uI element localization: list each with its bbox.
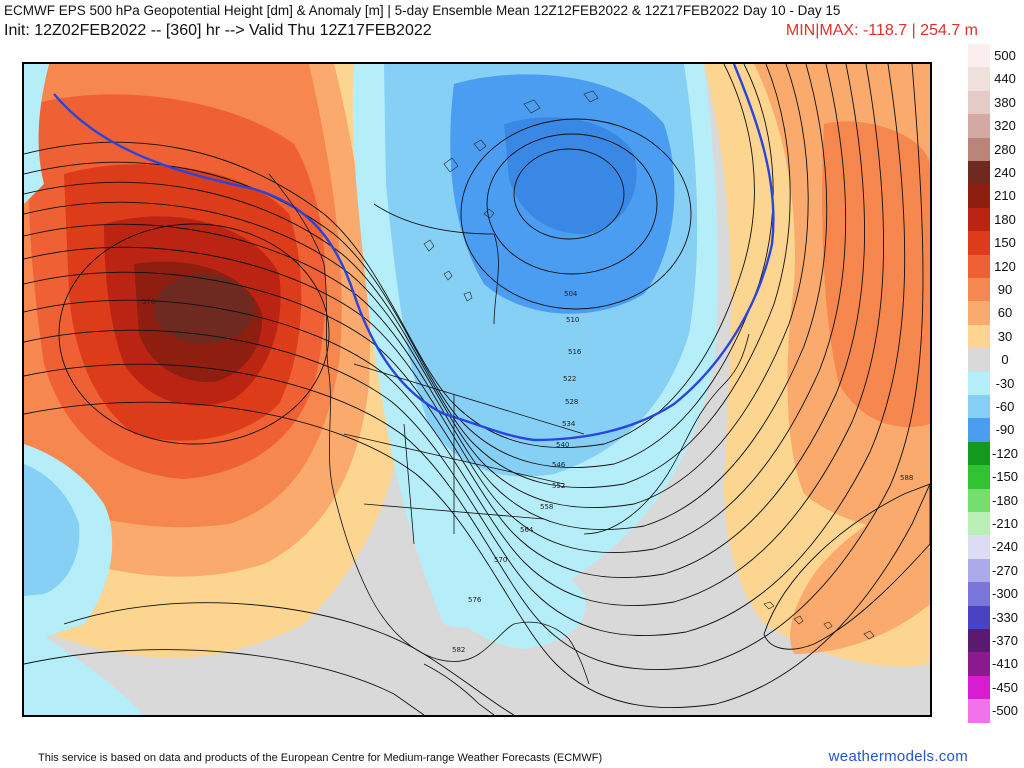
coast-detail	[423, 90, 875, 640]
height-contours	[24, 64, 930, 715]
contour-label: 552	[552, 482, 565, 490]
legend-swatch	[968, 324, 990, 349]
map-panel: 576 504 510 516 522 528 534 540 546 552 …	[22, 62, 932, 717]
legend-label: -370	[991, 633, 1019, 648]
legend-label: -410	[991, 656, 1019, 672]
legend-swatch	[968, 418, 990, 443]
legend-swatch	[968, 512, 990, 536]
legend-label: 90	[997, 282, 1013, 297]
ecmwf-attribution: This service is based on data and produc…	[38, 752, 603, 764]
legend-label: -90	[995, 422, 1015, 438]
contour-labels: 576 504 510 516 522 528 534 540 546 552 …	[142, 290, 913, 654]
legend-swatch	[968, 44, 990, 68]
contour-label: 570	[494, 556, 507, 564]
contour-label: 564	[520, 526, 534, 534]
legend-swatch	[968, 348, 990, 373]
legend-swatch	[968, 137, 990, 162]
legend-swatch	[968, 699, 990, 724]
legend-swatch	[968, 207, 990, 232]
contour-label: 558	[540, 503, 553, 511]
legend-label: -240	[991, 539, 1019, 555]
legend-swatch	[968, 254, 990, 279]
legend-label: 30	[997, 328, 1013, 344]
legend-swatch	[968, 371, 990, 396]
trough-anomaly	[352, 64, 719, 649]
legend-label: -500	[991, 703, 1019, 719]
anomaly-map: 576 504 510 516 522 528 534 540 546 552 …	[24, 64, 930, 715]
legend-swatch	[968, 67, 990, 92]
legend-swatch	[968, 675, 990, 700]
contour-label: 588	[900, 474, 913, 482]
legend-label: -450	[991, 679, 1019, 695]
contour-label: 516	[568, 348, 582, 356]
legend-label: -60	[995, 399, 1015, 414]
legend-swatch	[968, 278, 990, 302]
legend-swatch	[968, 90, 990, 115]
540-dm-contour	[53, 64, 775, 442]
legend-swatch	[968, 629, 990, 653]
contour-label: 528	[565, 398, 578, 406]
legend-label: 380	[994, 94, 1016, 110]
legend-swatch	[968, 231, 990, 256]
contour-label: 576	[142, 298, 156, 306]
legend-swatch	[968, 488, 990, 513]
legend-label: 120	[994, 258, 1016, 274]
legend-label: 0	[1001, 352, 1009, 368]
legend-swatch	[968, 301, 990, 326]
contour-label: 576	[468, 596, 482, 604]
legend-swatch	[968, 465, 990, 490]
legend-label: 440	[994, 71, 1016, 87]
contour-label: 522	[563, 375, 576, 383]
legend-label: 320	[994, 118, 1016, 134]
legend-label: -150	[991, 469, 1019, 485]
legend-swatch	[968, 535, 990, 560]
legend-swatch	[968, 605, 990, 630]
legend-label: -210	[991, 516, 1019, 531]
coastlines	[268, 173, 750, 715]
map-title: ECMWF EPS 500 hPa Geopotential Height [d…	[4, 3, 841, 18]
brand-link[interactable]: weathermodels.com	[828, 748, 968, 765]
legend-swatch	[968, 114, 990, 139]
contour-label: 510	[566, 316, 579, 324]
legend-label: 210	[994, 188, 1016, 204]
legend-swatch	[968, 184, 990, 209]
legend-label: 280	[994, 141, 1016, 157]
legend-swatch	[968, 161, 990, 185]
min-max-readout: MIN|MAX: -118.7 | 254.7 m	[785, 22, 978, 39]
legend-label: -30	[995, 375, 1015, 391]
legend-label: 240	[994, 165, 1016, 180]
contour-label: 546	[552, 461, 566, 469]
contour-label: 504	[564, 290, 578, 298]
init-valid-line: Init: 12Z02FEB2022 -- [360] hr --> Valid…	[4, 22, 432, 39]
contour-label: 540	[556, 441, 569, 449]
legend-swatch	[968, 441, 990, 466]
legend-label: -180	[991, 492, 1019, 508]
legend-label: -270	[991, 562, 1019, 578]
legend-label: 150	[994, 235, 1016, 251]
legend-swatch	[968, 582, 990, 607]
legend-label: 60	[997, 305, 1013, 321]
legend-swatch	[968, 558, 990, 583]
legend-swatch	[968, 652, 990, 677]
contour-label: 582	[452, 646, 465, 654]
legend-label: -300	[991, 586, 1019, 602]
legend-label: 180	[994, 211, 1016, 227]
legend-swatch	[968, 395, 990, 419]
legend-label: -120	[991, 445, 1019, 461]
legend-label: -330	[991, 609, 1019, 625]
contour-label: 534	[562, 420, 576, 428]
legend-label: 500	[994, 48, 1016, 63]
